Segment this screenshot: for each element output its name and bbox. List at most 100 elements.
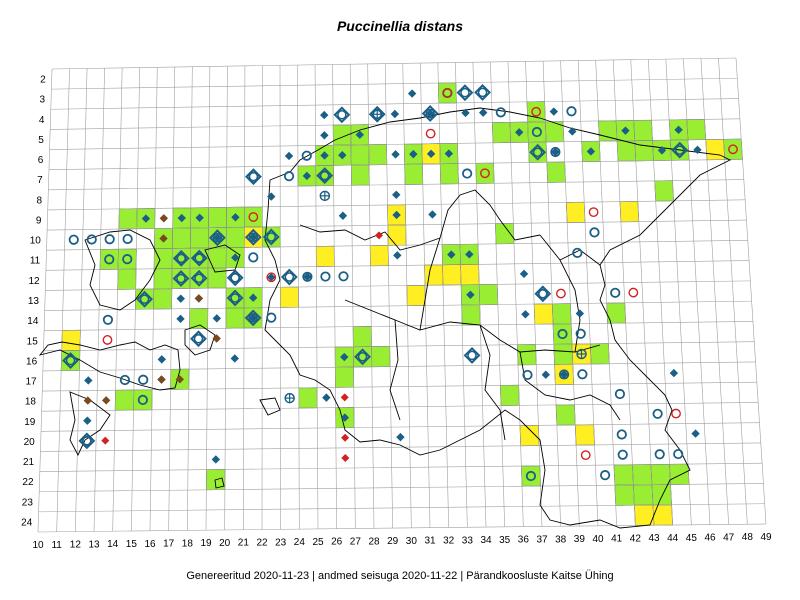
column-label: 37	[536, 534, 548, 545]
green-cell	[616, 140, 637, 162]
grid-layer	[37, 57, 767, 533]
grid-line-vertical	[279, 65, 281, 530]
row-label: 15	[27, 336, 39, 347]
column-label: 47	[723, 532, 735, 543]
blue-circle-marker	[230, 293, 240, 303]
blue-diamond-marker	[176, 314, 185, 324]
blue-diamond-marker	[392, 190, 401, 199]
row-label: 9	[36, 215, 42, 226]
red-diamond-marker	[340, 393, 349, 402]
blue-circle-marker	[119, 374, 131, 386]
blue-diamond-outline-marker	[671, 141, 689, 159]
blue-circle-marker	[138, 374, 149, 385]
blue-diamond-outline-marker	[316, 167, 334, 185]
row-label: 3	[40, 95, 46, 106]
column-label: 22	[256, 538, 268, 549]
green-cell	[225, 307, 245, 329]
green-cell	[190, 227, 209, 249]
blue-diamond-marker	[248, 293, 258, 302]
blue-diamond-outline-marker	[78, 432, 96, 450]
grid-line-vertical	[577, 60, 599, 526]
green-cell	[244, 206, 263, 228]
blue-circle-marker	[122, 254, 133, 265]
column-label: 13	[88, 539, 100, 550]
blue-circle-marker	[522, 369, 533, 381]
row-label: 2	[40, 75, 46, 86]
green-cell	[552, 323, 573, 345]
brown-diamond-marker	[212, 334, 221, 343]
blue-circle-marker	[600, 470, 611, 481]
grid-line-vertical	[630, 59, 655, 526]
column-label: 17	[163, 539, 175, 550]
green-cell	[650, 463, 671, 486]
grid-line-horizontal	[44, 300, 752, 311]
green-cell	[208, 207, 227, 229]
green-cell	[172, 227, 191, 249]
yellow-cell	[442, 264, 462, 286]
green-cell	[651, 484, 672, 506]
column-label: 36	[518, 535, 530, 546]
blue-diamond-outline-marker	[244, 309, 262, 327]
green-cell	[614, 484, 635, 506]
green-cell	[633, 119, 653, 141]
blue-diamond-marker	[84, 376, 93, 385]
column-label: 24	[294, 537, 306, 548]
grid-line-vertical	[149, 67, 158, 531]
grid-line-horizontal	[41, 422, 760, 432]
grid-line-horizontal	[38, 503, 765, 513]
red-circle-marker	[628, 287, 639, 298]
blue-circle-marker	[532, 147, 543, 157]
grid-line-vertical	[472, 62, 487, 528]
blue-circle-marker	[86, 234, 97, 245]
green-cell	[439, 163, 459, 185]
blue-diamond-marker	[693, 145, 702, 155]
blue-diamond-outline-marker	[190, 330, 207, 348]
yellow-cell	[519, 425, 540, 447]
green-cell	[527, 121, 547, 143]
blue-circle-marker	[462, 168, 473, 179]
yellow-cell	[533, 303, 554, 325]
blue-circle-marker	[525, 470, 537, 482]
yellow-cell	[61, 329, 81, 351]
blue-circle-marker	[337, 110, 347, 120]
blue-diamond-marker	[575, 309, 585, 318]
blue-diamond-outline-marker	[456, 84, 474, 102]
yellow-cell	[369, 245, 389, 267]
column-label: 34	[480, 535, 492, 546]
blue-circle-marker	[652, 408, 663, 419]
blue-circle-marker	[460, 87, 470, 98]
blue-diamond-marker	[211, 455, 221, 464]
blue-circle-marker	[137, 394, 148, 406]
green-cell	[117, 268, 137, 290]
row-label: 19	[24, 417, 36, 428]
blue-diamond-marker	[559, 370, 569, 379]
blue-circle-marker	[616, 429, 627, 440]
red-circle-marker	[671, 408, 681, 419]
grid-line-vertical	[56, 68, 70, 532]
grid-line-horizontal	[47, 199, 746, 211]
saaremaa-island	[38, 341, 181, 457]
blue-diamond-marker	[586, 147, 596, 156]
green-cell	[634, 140, 654, 162]
yellow-cell	[406, 284, 426, 307]
blue-diamond-marker	[320, 151, 329, 160]
column-label: 20	[219, 538, 231, 549]
blue-diamond-marker	[621, 126, 630, 135]
blue-circle-marker	[425, 108, 435, 119]
blue-diamond-marker	[267, 273, 276, 282]
blue-circle-marker	[248, 171, 259, 182]
blue-diamond-outline-marker	[463, 346, 481, 364]
column-label: 29	[387, 536, 399, 547]
blue-diamond-outline-marker	[226, 269, 244, 287]
grid-line-vertical	[718, 58, 748, 525]
column-label: 39	[574, 534, 586, 545]
grid-line-horizontal	[43, 341, 755, 352]
row-label: 21	[23, 457, 35, 468]
blue-diamond-marker	[195, 213, 204, 222]
blue-diamond-marker	[657, 146, 667, 155]
row-label: 12	[28, 276, 40, 287]
grid-line-vertical	[37, 68, 53, 533]
blue-diamond-outline-marker	[262, 228, 280, 246]
grid-line-vertical	[665, 59, 692, 525]
